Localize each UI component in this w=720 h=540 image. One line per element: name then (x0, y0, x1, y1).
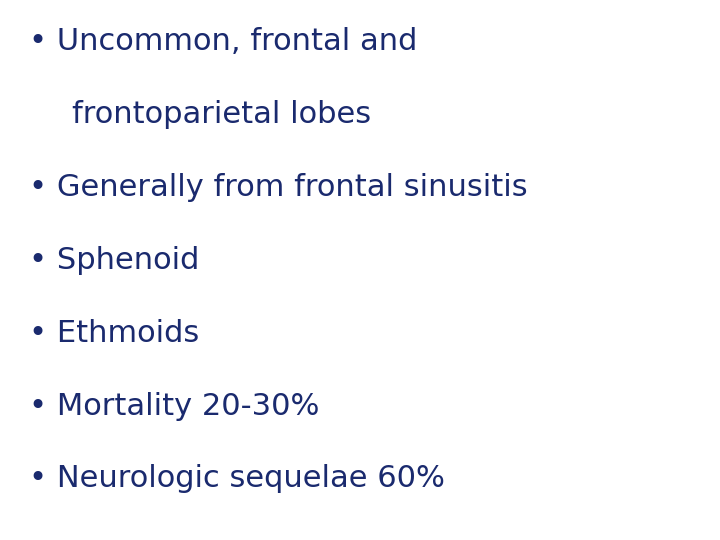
Text: • Ethmoids: • Ethmoids (29, 319, 199, 348)
Text: • Sphenoid: • Sphenoid (29, 246, 199, 275)
Text: frontoparietal lobes: frontoparietal lobes (72, 100, 371, 129)
Text: • Generally from frontal sinusitis: • Generally from frontal sinusitis (29, 173, 528, 202)
Text: • Neurologic sequelae 60%: • Neurologic sequelae 60% (29, 464, 445, 494)
Text: • Mortality 20-30%: • Mortality 20-30% (29, 392, 319, 421)
Text: • Uncommon, frontal and: • Uncommon, frontal and (29, 27, 417, 56)
